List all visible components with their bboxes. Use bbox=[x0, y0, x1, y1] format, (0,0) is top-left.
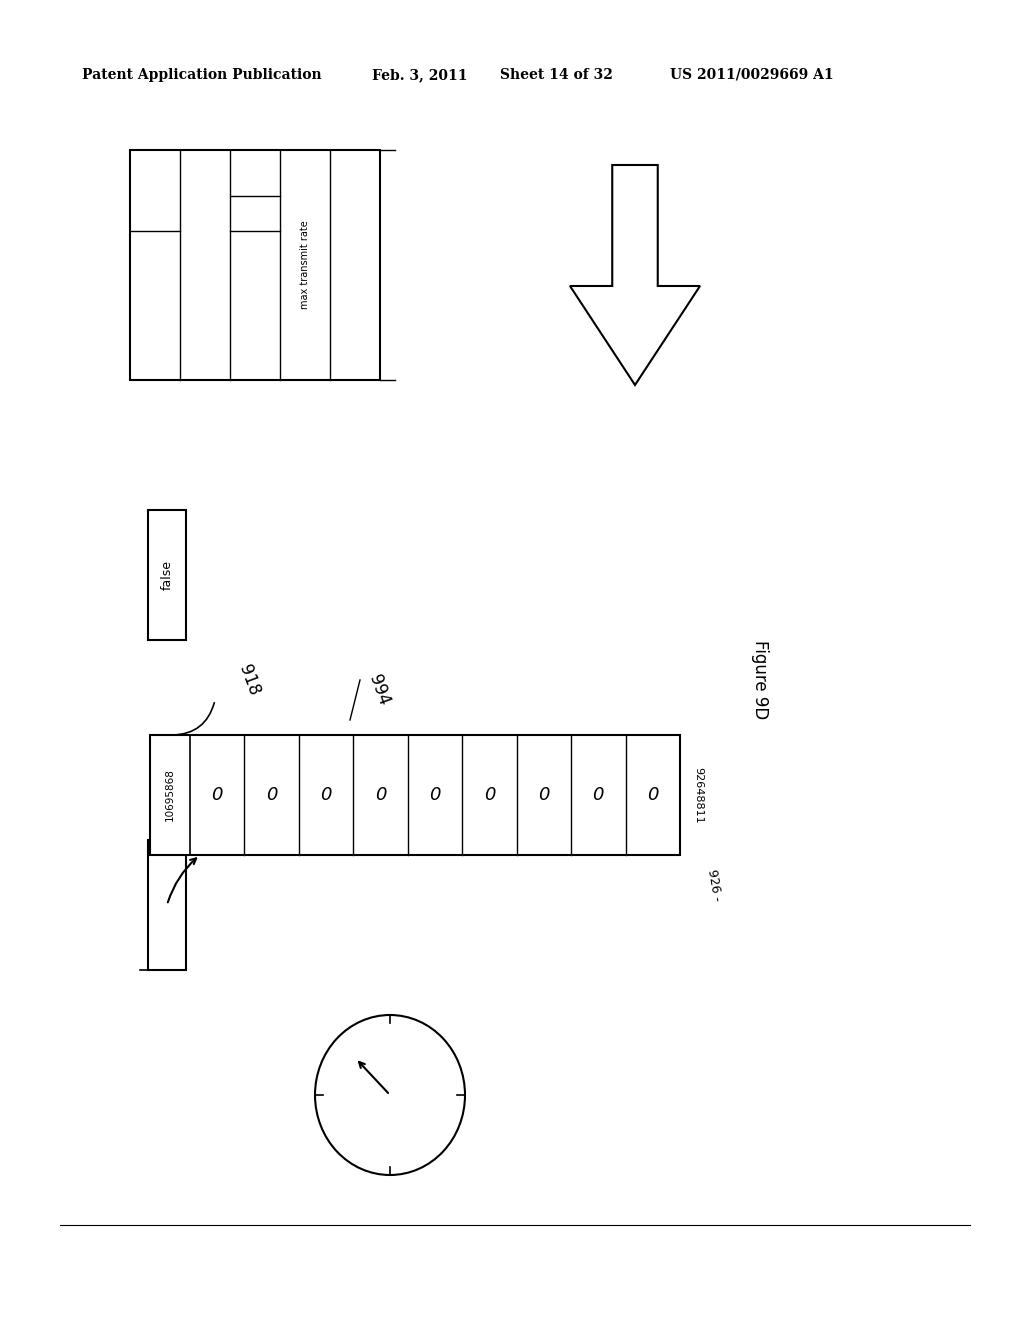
Text: US 2011/0029669 A1: US 2011/0029669 A1 bbox=[670, 69, 834, 82]
Text: 92648811: 92648811 bbox=[693, 767, 703, 824]
Bar bbox=[148, 840, 186, 970]
Text: 994: 994 bbox=[365, 672, 392, 708]
Text: 0: 0 bbox=[539, 785, 550, 804]
Text: 0: 0 bbox=[429, 785, 440, 804]
Bar bbox=[148, 510, 186, 640]
Text: 0: 0 bbox=[321, 785, 332, 804]
Text: 0: 0 bbox=[266, 785, 278, 804]
Text: 0: 0 bbox=[593, 785, 604, 804]
Text: Sheet 14 of 32: Sheet 14 of 32 bbox=[500, 69, 613, 82]
Text: Patent Application Publication: Patent Application Publication bbox=[82, 69, 322, 82]
Bar bbox=[130, 150, 380, 380]
Text: 0: 0 bbox=[483, 785, 496, 804]
Text: max transmit rate: max transmit rate bbox=[300, 220, 310, 309]
Text: 0: 0 bbox=[375, 785, 386, 804]
Text: false: false bbox=[161, 560, 173, 590]
Text: 918: 918 bbox=[234, 663, 263, 698]
Text: 0: 0 bbox=[647, 785, 658, 804]
Text: 10695868: 10695868 bbox=[165, 768, 175, 821]
Text: Feb. 3, 2011: Feb. 3, 2011 bbox=[372, 69, 468, 82]
Text: Figure 9D: Figure 9D bbox=[751, 640, 769, 719]
Text: 0: 0 bbox=[212, 785, 223, 804]
Text: 926 -: 926 - bbox=[705, 869, 723, 902]
Bar bbox=[150, 735, 680, 855]
